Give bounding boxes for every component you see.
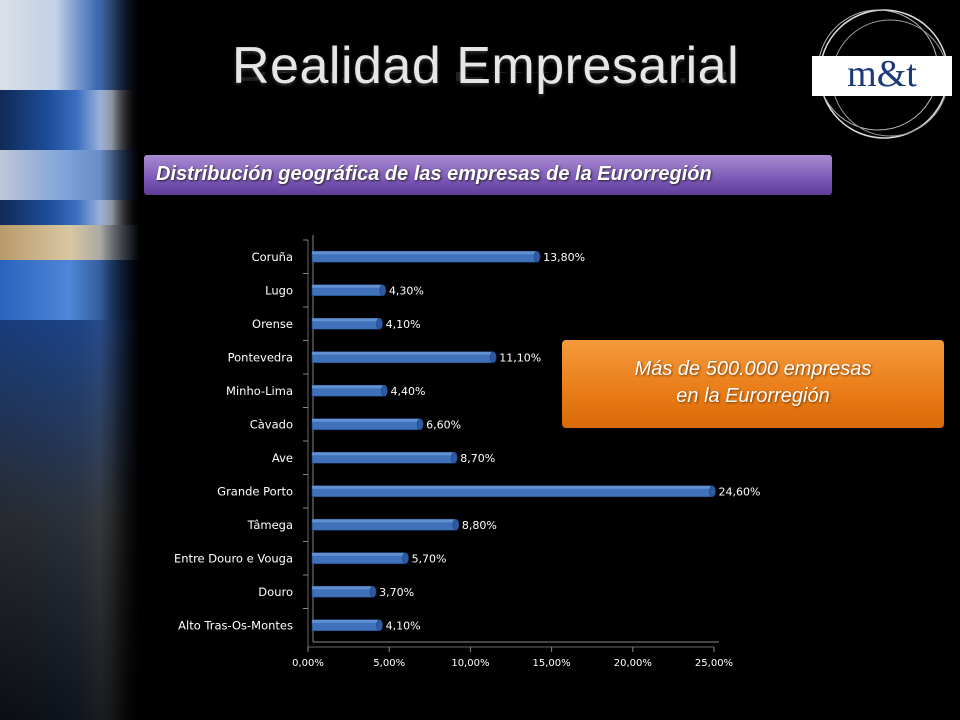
x-tick-label: 5,00% bbox=[373, 658, 405, 669]
bar-highlight bbox=[312, 485, 712, 489]
callout-line-2: en la Eurorregión bbox=[676, 385, 830, 407]
category-label: Minho-Lima bbox=[226, 384, 293, 398]
mt-logo: m&t bbox=[812, 9, 952, 139]
category-label: Càvado bbox=[250, 417, 293, 431]
bar-highlight bbox=[312, 251, 537, 255]
callout-box: Más de 500.000 empresas en la Eurorregió… bbox=[562, 340, 944, 428]
bar-end-cap bbox=[376, 619, 383, 632]
bar-highlight bbox=[312, 418, 420, 422]
category-label: Tâmega bbox=[247, 518, 293, 532]
bar-highlight bbox=[312, 284, 382, 288]
category-label: Alto Tras-Os-Montes bbox=[178, 618, 293, 632]
data-label: 24,60% bbox=[719, 485, 761, 498]
category-label: Douro bbox=[258, 585, 293, 599]
data-label: 8,80% bbox=[462, 519, 497, 532]
bar-end-cap bbox=[379, 284, 387, 297]
data-label: 4,40% bbox=[390, 385, 425, 398]
category-label: Pontevedra bbox=[228, 350, 293, 364]
bar-end-cap bbox=[369, 585, 377, 598]
category-label: Ave bbox=[272, 451, 293, 465]
subtitle-banner: Distribución geográfica de las empresas … bbox=[144, 155, 832, 195]
bar-highlight bbox=[312, 552, 405, 556]
bar-end-cap bbox=[416, 418, 424, 431]
data-label: 4,30% bbox=[389, 284, 424, 297]
data-label: 8,70% bbox=[460, 452, 495, 465]
decorative-background-art bbox=[0, 0, 140, 720]
bar-highlight bbox=[312, 318, 379, 322]
bar-end-cap bbox=[709, 485, 716, 498]
data-label: 4,10% bbox=[386, 619, 421, 632]
data-label: 13,80% bbox=[543, 251, 585, 264]
category-label: Orense bbox=[252, 317, 293, 331]
category-label: Grande Porto bbox=[217, 484, 293, 498]
bar-end-cap bbox=[381, 384, 388, 397]
bar-highlight bbox=[312, 385, 384, 389]
data-label: 4,10% bbox=[386, 318, 421, 331]
bar-end-cap bbox=[452, 518, 460, 531]
data-label: 3,70% bbox=[379, 586, 414, 599]
slide-title: Realidad Empresarial bbox=[232, 37, 740, 95]
svg-text:m&t: m&t bbox=[847, 53, 917, 95]
bar-end-cap bbox=[533, 250, 541, 263]
category-label: Entre Douro e Vouga bbox=[174, 551, 293, 565]
bar-highlight bbox=[312, 619, 379, 623]
bar-highlight bbox=[312, 586, 373, 590]
x-tick-label: 25,00% bbox=[695, 658, 733, 669]
data-label: 5,70% bbox=[412, 552, 447, 565]
data-label: 11,10% bbox=[499, 351, 541, 364]
bar-end-cap bbox=[376, 317, 383, 330]
x-tick-label: 10,00% bbox=[451, 658, 489, 669]
x-tick-label: 0,00% bbox=[292, 658, 324, 669]
data-label: 6,60% bbox=[426, 418, 461, 431]
bar-highlight bbox=[312, 519, 455, 523]
callout-line-1: Más de 500.000 empresas bbox=[634, 358, 872, 380]
bar-end-cap bbox=[402, 552, 409, 565]
bar-highlight bbox=[312, 351, 493, 355]
bar-end-cap bbox=[489, 351, 497, 364]
subtitle-text: Distribución geográfica de las empresas … bbox=[156, 163, 712, 185]
bar-highlight bbox=[312, 452, 454, 456]
x-tick-label: 20,00% bbox=[614, 658, 652, 669]
x-tick-label: 15,00% bbox=[533, 658, 571, 669]
bar-end-cap bbox=[450, 451, 458, 464]
category-label: Coruña bbox=[252, 250, 293, 264]
category-label: Lugo bbox=[265, 283, 293, 297]
